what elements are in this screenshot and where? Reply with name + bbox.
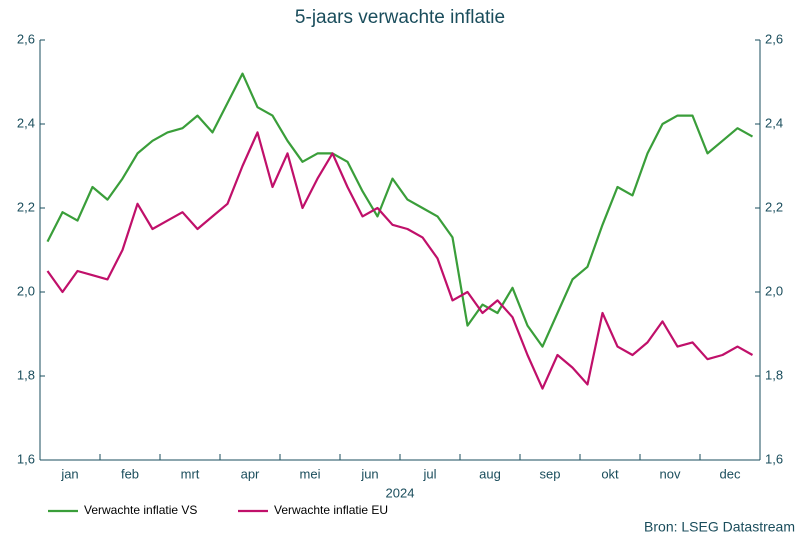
y-tick-label: 2,6 [17,31,35,46]
data-line [46,72,754,348]
x-tick-label: aug [479,466,501,481]
y2-tick-label: 2,0 [765,283,783,298]
y2-tick-label: 1,6 [765,451,783,466]
y2-tick-label: 2,6 [765,31,783,46]
x-tick-label: nov [660,466,681,481]
x-tick-label: jun [360,466,378,481]
y-tick-label: 1,6 [17,451,35,466]
x-tick-label: okt [601,466,619,481]
source: Bron: LSEG Datastream [644,519,795,535]
x-tick-label: dec [720,466,741,481]
y2-tick-label: 2,4 [765,115,783,130]
y-tick-label: 2,0 [17,283,35,298]
y2-tick-label: 2,2 [765,199,783,214]
legend-label: Verwachte inflatie VS [84,503,197,517]
data-line [46,131,754,390]
y-tick-label: 1,8 [17,367,35,382]
x-tick-label: sep [540,466,561,481]
x-tick-label: jan [60,466,78,481]
x-tick-label: mrt [181,466,200,481]
x-tick-label: apr [241,466,260,481]
chart-title: 5-jaars verwachte inflatie [295,7,505,28]
x-tick-label: mei [300,466,321,481]
x-tick-label: feb [121,466,139,481]
legend-label: Verwachte inflatie EU [274,503,388,517]
x-tick-label: jul [422,466,436,481]
y-tick-label: 2,4 [17,115,35,130]
y2-tick-label: 1,8 [765,367,783,382]
x-axis-label: 2024 [386,485,415,500]
y-tick-label: 2,2 [17,199,35,214]
